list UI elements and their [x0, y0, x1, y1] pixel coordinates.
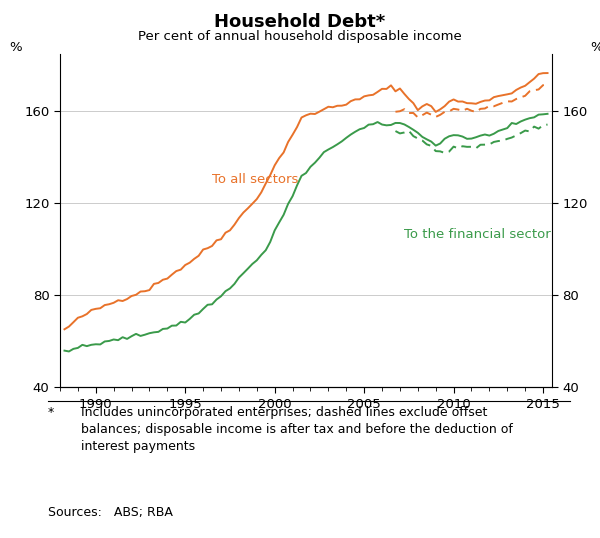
Y-axis label: %: %: [590, 41, 600, 54]
Text: To all sectors: To all sectors: [212, 173, 298, 186]
Text: Per cent of annual household disposable income: Per cent of annual household disposable …: [138, 30, 462, 43]
Y-axis label: %: %: [10, 41, 22, 54]
Text: *: *: [48, 406, 54, 419]
Text: To the financial sector: To the financial sector: [404, 228, 550, 241]
Text: Sources:   ABS; RBA: Sources: ABS; RBA: [48, 506, 173, 519]
Text: Includes unincorporated enterprises; dashed lines exclude offset
balances; dispo: Includes unincorporated enterprises; das…: [81, 406, 513, 453]
Text: Household Debt*: Household Debt*: [214, 13, 386, 31]
